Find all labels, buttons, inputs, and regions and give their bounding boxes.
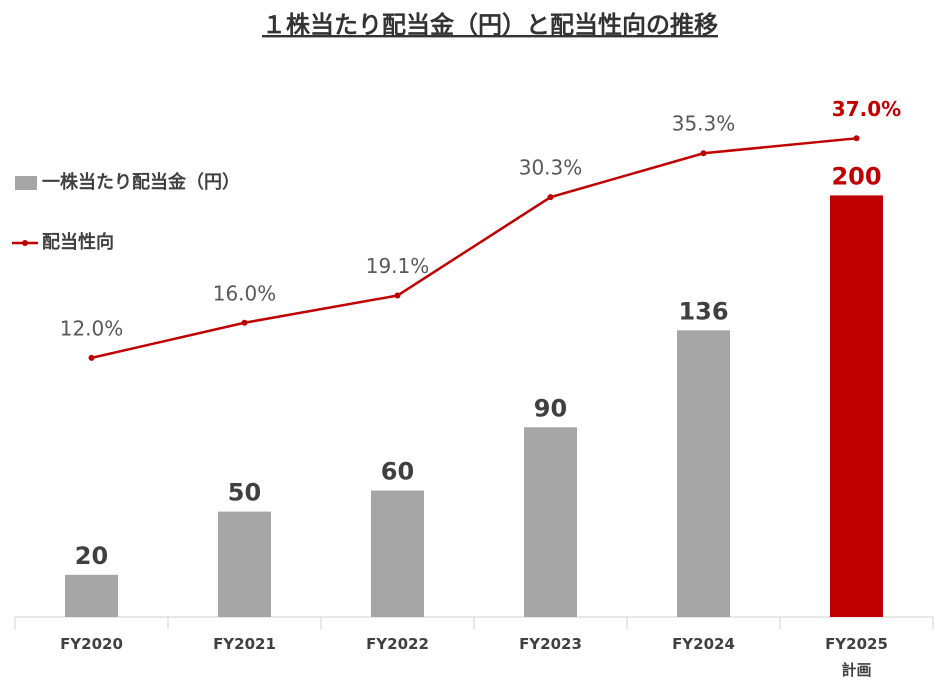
line-value-label: 12.0% xyxy=(60,316,124,340)
line-value-label: 37.0% xyxy=(832,97,901,121)
bar-value-label: 136 xyxy=(678,297,728,325)
line-value-label: 19.1% xyxy=(366,254,430,278)
x-tick-label: FY2022 xyxy=(366,635,429,653)
bar-value-label: 50 xyxy=(228,479,261,507)
chart-title: １株当たり配当金（円）と配当性向の推移 xyxy=(262,11,718,39)
legend-label: 一株当たり配当金（円） xyxy=(42,171,240,193)
bar-value-label: 90 xyxy=(534,394,567,422)
bar-value-label: 200 xyxy=(831,162,881,190)
legend-swatch xyxy=(22,240,28,246)
line-value-label: 16.0% xyxy=(213,281,277,305)
legend-swatch xyxy=(15,176,37,190)
bar xyxy=(677,330,730,617)
line-point xyxy=(547,194,554,201)
bar xyxy=(524,427,577,617)
line xyxy=(91,137,857,360)
line-value-label: 30.3% xyxy=(519,156,583,180)
bar-value-label: 60 xyxy=(381,458,414,486)
bar xyxy=(65,574,118,617)
line-point xyxy=(700,150,707,157)
bar xyxy=(218,511,271,617)
x-tick-label: FY2025 計画 xyxy=(825,635,888,679)
bar xyxy=(371,490,424,617)
x-tick-label: FY2023 xyxy=(519,635,582,653)
x-tick-label: FY2024 xyxy=(672,635,735,653)
legend-label: 配当性向 xyxy=(42,231,114,253)
line-point xyxy=(88,354,95,361)
line-point xyxy=(853,135,860,142)
bar xyxy=(830,195,883,617)
line-point xyxy=(241,319,248,326)
x-tick-label: FY2021 xyxy=(213,635,276,653)
x-tick-label: FY2020 xyxy=(60,635,123,653)
line-value-label: 35.3% xyxy=(672,112,736,136)
bar-value-label: 20 xyxy=(75,542,108,570)
line-point xyxy=(394,292,401,299)
